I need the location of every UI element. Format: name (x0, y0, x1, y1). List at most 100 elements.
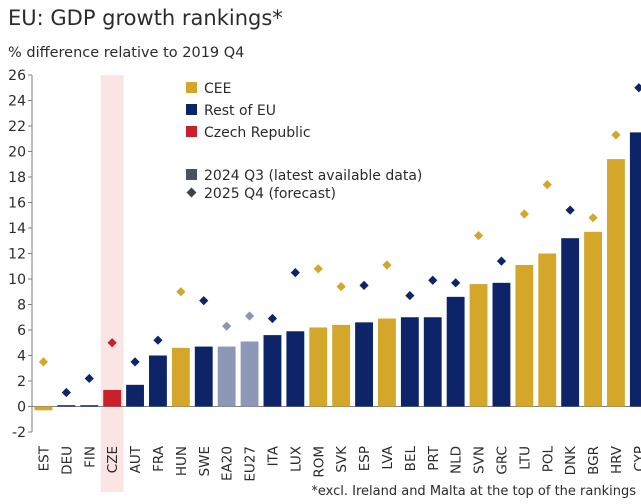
x-tick-label-esp: ESP (357, 446, 373, 471)
bar-aut (126, 384, 144, 407)
bar-rom (309, 327, 328, 407)
x-tick-label-bgr: BGR (586, 446, 602, 475)
bar-eu27 (240, 341, 259, 407)
legend-label-rest-of-eu: Rest of EU (204, 103, 276, 119)
legend-diamond-icon (186, 187, 197, 198)
bar-swe (194, 346, 213, 407)
bar-bel (400, 317, 419, 407)
x-tick-label-ltu: LTU (517, 446, 533, 470)
x-tick-label-lva: LVA (380, 445, 396, 469)
forecast-marker-fin (84, 373, 94, 384)
x-tick-label-cyp: CYP (632, 446, 641, 472)
forecast-marker-dnk (565, 205, 575, 215)
bar-deu (57, 405, 76, 407)
forecast-marker-prt (428, 275, 438, 285)
y-tick-label: 12 (8, 247, 26, 263)
forecast-marker-deu (61, 387, 71, 398)
bar-hrv (607, 159, 625, 407)
x-tick-label-grc: GRC (494, 446, 510, 475)
forecast-marker-aut (130, 357, 140, 367)
x-tick-label-ita: ITA (265, 445, 281, 466)
bar-nld (446, 296, 465, 407)
forecast-marker-lva (382, 260, 392, 270)
tick-label-layer: EST DEU FIN CZE AUT FRA HUN SWE EA20 EU27 ITA LUX RO… (36, 445, 641, 482)
x-tick-label-est: EST (36, 445, 52, 471)
bar-bgr (584, 231, 602, 407)
bar-grc (492, 282, 511, 407)
forecast-marker-fra (153, 335, 163, 345)
bar-est (34, 406, 53, 411)
bar-hun (171, 347, 190, 407)
bar-lva (378, 318, 396, 407)
highlight-band-layer (100, 75, 124, 492)
forecast-marker-bgr (588, 213, 598, 223)
legend-label-forecast-series: 2025 Q4 (forecast) (204, 186, 336, 202)
bar-ea20 (217, 346, 236, 407)
y-tick-label: 20 (8, 145, 26, 161)
forecast-marker-ita (267, 313, 278, 324)
bar-svn (469, 284, 488, 407)
bar-lux (286, 331, 305, 407)
bar-pol (538, 253, 557, 407)
forecast-marker-lux (290, 268, 300, 278)
x-tick-label-dnk: DNK (563, 445, 579, 475)
forecast-marker-bel (405, 290, 415, 301)
y-tick-label: 16 (8, 196, 26, 212)
bar-fin (80, 405, 99, 407)
forecast-marker-ea20 (222, 321, 232, 331)
y-tick-label: 8 (17, 298, 26, 314)
x-tick-label-pol: POL (540, 446, 556, 473)
legend-swatch-bar-series (186, 169, 197, 180)
x-tick-label-aut: AUT (128, 445, 144, 473)
forecast-marker-est (38, 357, 49, 367)
forecast-marker-hrv (611, 130, 621, 140)
bar-fra (149, 355, 167, 407)
x-tick-label-bel: BEL (403, 446, 419, 472)
x-tick-label-svk: SVK (334, 445, 350, 473)
legend-label-cee: CEE (204, 81, 231, 97)
x-tick-label-svn: SVN (472, 446, 488, 474)
forecast-marker-rom (313, 264, 323, 274)
x-tick-label-ea20: EA20 (220, 446, 236, 481)
y-tick-label: -2 (12, 425, 26, 441)
y-tick-label: 2 (17, 374, 26, 390)
legend-label-czech-republic: Czech Republic (204, 125, 311, 141)
x-tick-label-fin: FIN (82, 446, 98, 468)
y-tick-label: 10 (8, 272, 26, 288)
forecast-marker-hun (176, 287, 186, 297)
bar-layer (34, 132, 641, 411)
footnote: *excl. Ireland and Malta at the top of t… (311, 484, 636, 499)
x-tick-label-hrv: HRV (609, 445, 625, 474)
x-tick-label-fra: FRA (151, 445, 167, 472)
bar-svk (332, 324, 351, 407)
bar-prt (423, 317, 442, 407)
x-tick-label-hun: HUN (174, 446, 190, 476)
forecast-marker-pol (542, 180, 552, 190)
bar-cze (103, 389, 122, 407)
legend-swatch-rest-of-eu (186, 104, 197, 115)
legend: CEE Rest of EU Czech Republic 2024 Q3 (l… (186, 81, 422, 202)
y-tick-label: 14 (8, 221, 26, 237)
highlight-band (100, 75, 124, 492)
y-tick-label: 24 (8, 94, 26, 110)
chart-title: EU: GDP growth rankings* (8, 6, 283, 30)
marker-layer (38, 83, 641, 398)
bar-ltu (515, 264, 534, 407)
y-tick-label: 18 (8, 170, 26, 186)
forecast-marker-ltu (519, 209, 529, 219)
forecast-marker-grc (496, 256, 507, 266)
bar-ita (263, 335, 282, 407)
bar-cyp (629, 132, 641, 407)
x-tick-label-swe: SWE (197, 446, 213, 476)
y-tick-label: 4 (17, 349, 26, 365)
x-tick-label-prt: PRT (426, 445, 442, 471)
forecast-marker-cyp (634, 83, 641, 93)
y-tick-label: 0 (17, 400, 26, 416)
x-tick-label-deu: DEU (59, 446, 75, 475)
x-tick-label-cze: CZE (105, 446, 121, 473)
x-tick-label-rom: ROM (311, 446, 327, 478)
forecast-marker-eu27 (244, 311, 255, 321)
x-tick-label-lux: LUX (288, 446, 304, 472)
